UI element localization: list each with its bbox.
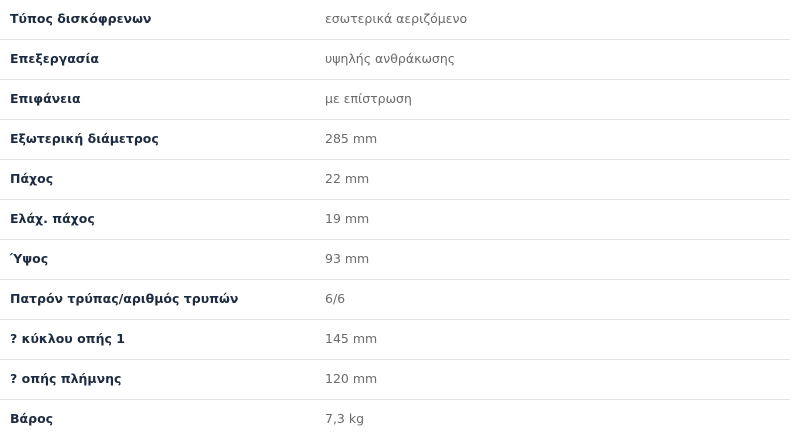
spec-row: Επεξεργασία υψηλής ανθράκωσης [0,40,790,80]
spec-label: Τύπος δισκόφρενων [10,11,152,26]
spec-value: υψηλής ανθράκωσης [325,51,456,66]
spec-row: Ελάχ. πάχος 19 mm [0,200,790,240]
spec-label: Επιφάνεια [10,91,81,106]
spec-value: 93 mm [325,251,370,266]
spec-value: 19 mm [325,211,370,226]
spec-row: Πάχος 22 mm [0,160,790,200]
spec-label: Πατρόν τρύπας/αριθμός τρυπών [10,291,239,306]
spec-row: Τύπος δισκόφρενων εσωτερικά αεριζόμενο [0,0,790,40]
spec-row: ? οπής πλήμνης 120 mm [0,360,790,400]
spec-row: Επιφάνεια με επίστρωση [0,80,790,120]
spec-label: ? οπής πλήμνης [10,371,122,386]
spec-row: Εξωτερική διάμετρος 285 mm [0,120,790,160]
spec-value: με επίστρωση [325,91,412,106]
spec-label: Πάχος [10,171,54,186]
spec-row: ? κύκλου οπής 1 145 mm [0,320,790,360]
spec-label: Βάρος [10,411,54,426]
spec-row: Πατρόν τρύπας/αριθμός τρυπών 6/6 [0,280,790,320]
spec-row: Βάρος 7,3 kg [0,400,790,440]
spec-value: εσωτερικά αεριζόμενο [325,11,468,26]
spec-table: Τύπος δισκόφρενων εσωτερικά αεριζόμενο Επε… [0,0,790,440]
spec-value: 7,3 kg [325,411,365,426]
spec-label: Ύψος [10,251,49,266]
spec-label: Επεξεργασία [10,51,99,66]
spec-value: 145 mm [325,331,378,346]
spec-label: Εξωτερική διάμετρος [10,131,159,146]
spec-value: 120 mm [325,371,378,386]
spec-value: 6/6 [325,291,346,306]
spec-label: Ελάχ. πάχος [10,211,95,226]
spec-value: 285 mm [325,131,378,146]
spec-row: Ύψος 93 mm [0,240,790,280]
spec-label: ? κύκλου οπής 1 [10,331,125,346]
spec-value: 22 mm [325,171,370,186]
